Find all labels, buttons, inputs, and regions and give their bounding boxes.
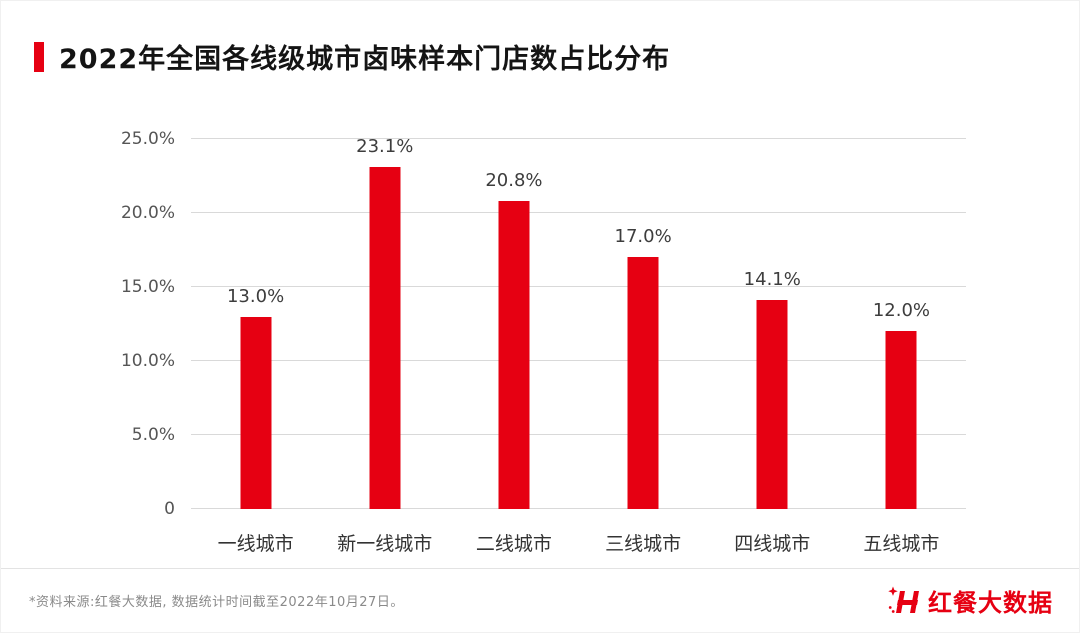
plot-area: 25.0% 20.0% 15.0% 10.0% 5.0% 0 13.0% 一线城市 23.1% 新…	[121, 129, 966, 555]
gridline	[191, 508, 966, 509]
x-axis-category-label: 二线城市	[475, 533, 552, 555]
x-axis-category-label: 新一线城市	[337, 533, 433, 555]
bar-4	[627, 257, 659, 509]
x-axis-category-label: 三线城市	[605, 533, 682, 555]
bar-column: 13.0% 一线城市	[191, 139, 320, 555]
bar-5	[756, 300, 788, 509]
source-note: *资料来源:红餐大数据, 数据统计时间截至2022年10月27日。	[29, 595, 404, 610]
page-title: 2022年全国各线级城市卤味样本门店数占比分布	[59, 44, 671, 75]
bar-column: 12.0% 五线城市	[837, 139, 966, 555]
chart-footer: *资料来源:红餐大数据, 数据统计时间截至2022年10月27日。 红餐大数据	[1, 568, 1079, 632]
bar-value-label: 20.8%	[485, 170, 543, 192]
bar-column: 14.1% 四线城市	[708, 139, 837, 555]
bar-column: 20.8% 二线城市	[449, 139, 578, 555]
bar-columns: 13.0% 一线城市 23.1% 新一线城市 20.8% 二线城市 17.0% 三线城市 14.…	[191, 136, 966, 555]
x-axis-category-label: 一线城市	[217, 533, 294, 555]
y-axis-tick-label: 20.0%	[120, 203, 175, 223]
bar-column: 17.0% 三线城市	[579, 139, 708, 555]
bar-value-label: 12.0%	[872, 300, 931, 322]
gridline	[191, 138, 966, 139]
chart-header: 2022年全国各线级城市卤味样本门店数占比分布	[34, 37, 670, 76]
brand-name: 红餐大数据	[928, 589, 1053, 617]
gridline	[191, 434, 966, 435]
gridline	[191, 360, 966, 361]
bar-value-label: 23.1%	[356, 136, 414, 158]
bar-1	[240, 316, 272, 509]
bar-column: 23.1% 新一线城市	[320, 136, 449, 555]
gridline	[191, 286, 966, 287]
x-axis-category-label: 五线城市	[863, 533, 940, 555]
gridline	[191, 212, 966, 213]
bar-6	[885, 331, 917, 509]
y-axis-tick-label: 15.0%	[120, 277, 175, 297]
brand-logo: 红餐大数据	[887, 583, 1053, 618]
bar-value-label: 13.0%	[226, 285, 285, 307]
y-axis-tick-label: 5.0%	[131, 425, 175, 445]
bar-3	[498, 201, 530, 509]
y-axis-tick-label: 25.0%	[120, 129, 175, 149]
title-accent-bar	[34, 41, 44, 72]
bar-value-label: 14.1%	[743, 269, 801, 291]
x-axis-category-label: 四线城市	[734, 533, 811, 555]
bar-2	[369, 167, 401, 509]
brand-h-icon	[888, 586, 919, 613]
bar-value-label: 17.0%	[614, 226, 672, 248]
y-axis-tick-label: 0	[164, 499, 175, 519]
y-axis-tick-label: 10.0%	[120, 351, 175, 371]
